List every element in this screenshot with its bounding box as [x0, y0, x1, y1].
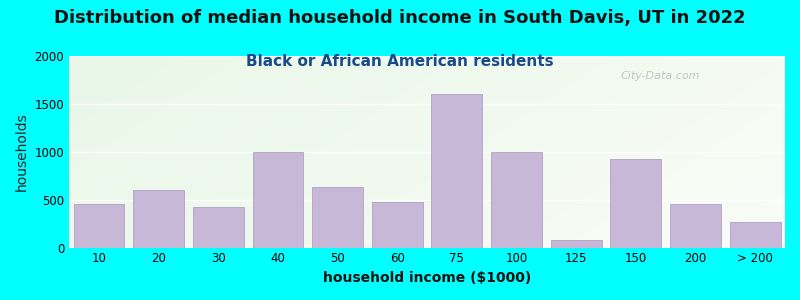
Text: Black or African American residents: Black or African American residents [246, 54, 554, 69]
Bar [133, 190, 184, 247]
Text: Distribution of median household income in South Davis, UT in 2022: Distribution of median household income … [54, 9, 746, 27]
Bar [491, 152, 542, 248]
Text: City-Data.com: City-Data.com [620, 71, 700, 81]
Bar [730, 222, 781, 247]
Bar [253, 152, 303, 248]
Bar [312, 187, 363, 247]
Bar [372, 202, 422, 248]
Bar [193, 207, 243, 248]
Bar [610, 160, 661, 248]
X-axis label: household income ($1000): household income ($1000) [323, 271, 531, 285]
Bar [551, 240, 602, 247]
Bar [670, 203, 721, 247]
Y-axis label: households: households [15, 112, 29, 191]
Bar [431, 94, 482, 248]
Bar [74, 205, 124, 248]
